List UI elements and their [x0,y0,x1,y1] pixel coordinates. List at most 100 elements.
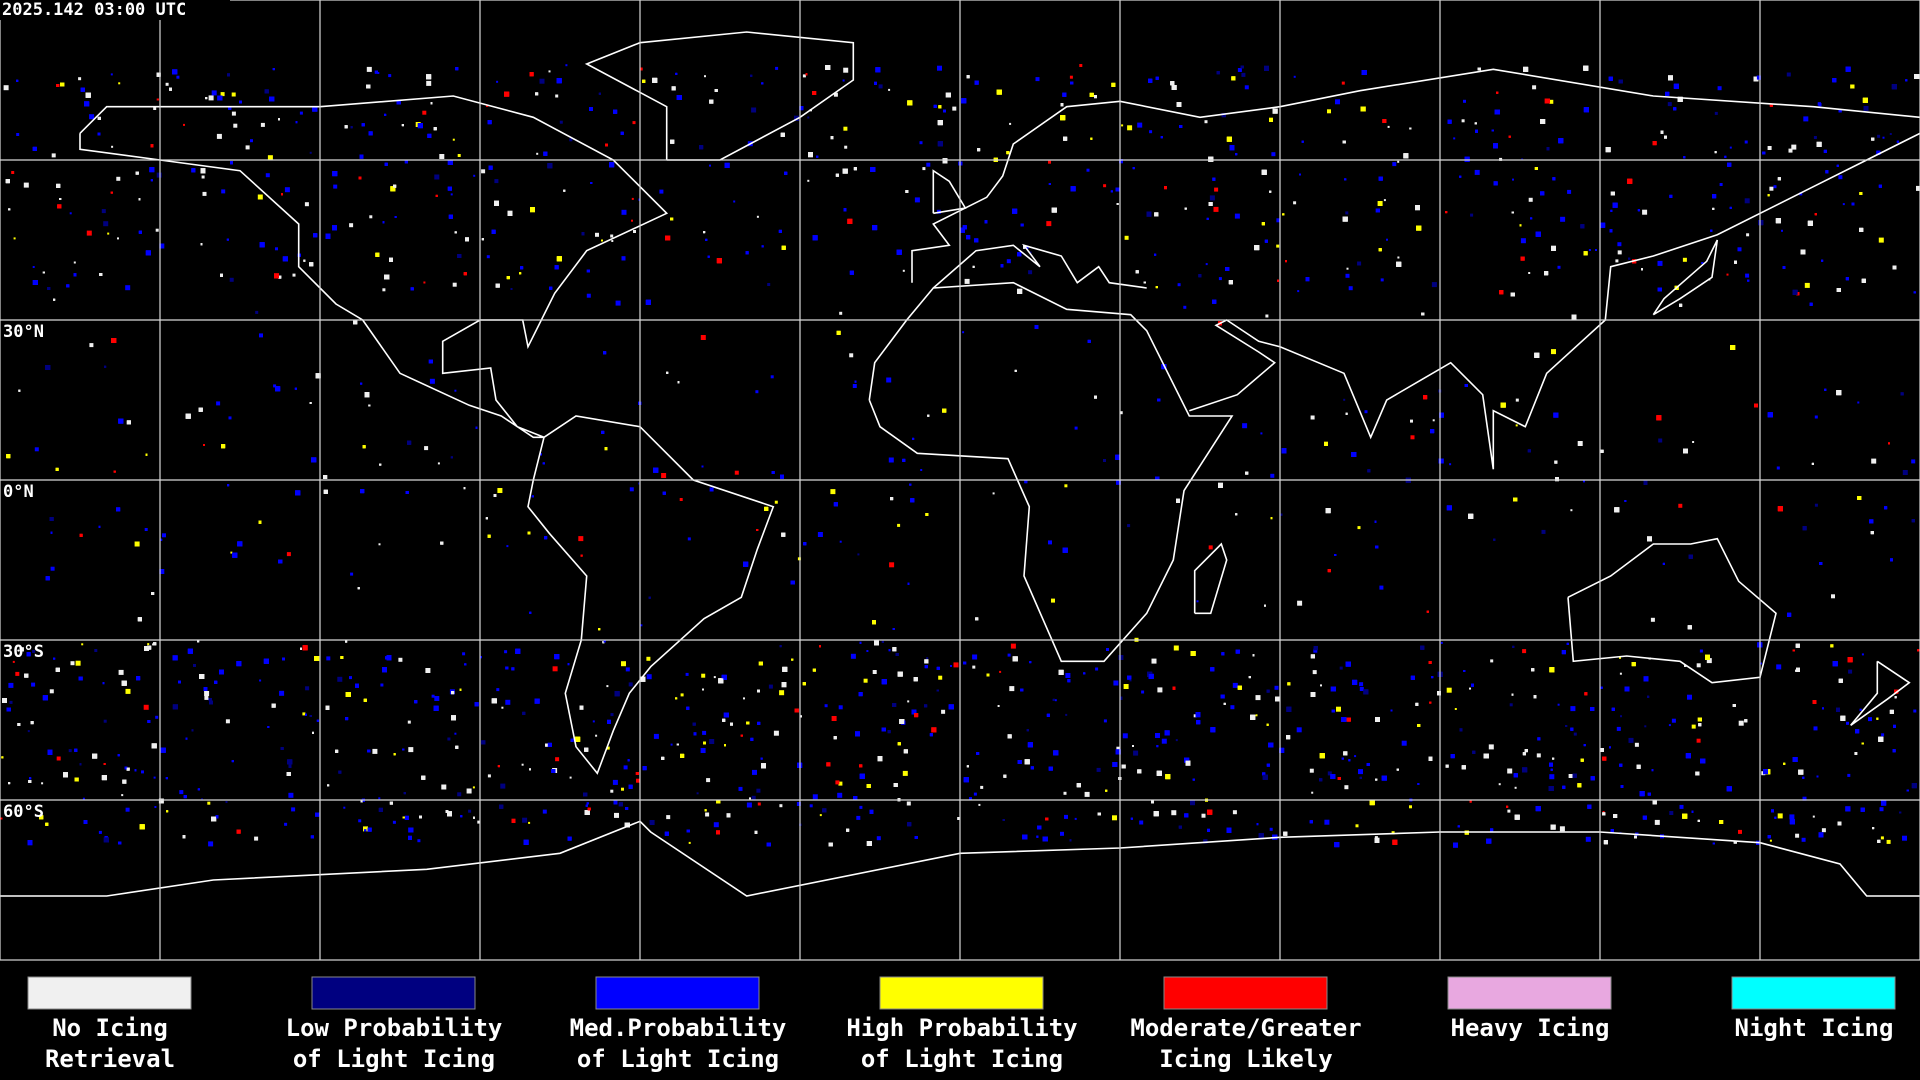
icing-pixel [220,92,225,97]
icing-pixel [1847,773,1851,777]
icing-pixel [358,819,362,823]
icing-pixel [380,683,384,687]
icing-pixel [118,82,121,85]
icing-pixel [162,533,166,538]
icing-pixel [713,676,716,679]
icing-pixel [1346,267,1349,270]
icing-pixel [1583,480,1585,483]
icing-pixel [1383,199,1386,202]
icing-pixel [1802,796,1807,801]
icing-pixel [1769,186,1774,191]
icing-pixel [1190,800,1195,806]
icing-pixel [279,690,285,696]
icing-pixel [82,797,85,800]
icing-pixel [685,672,689,676]
icing-pixel [774,500,778,504]
icing-pixel [56,756,61,761]
icing-pixel [768,684,773,689]
icing-pixel [466,788,472,794]
icing-pixel [407,720,411,724]
icing-pixel [631,219,633,222]
icing-pixel [592,720,595,723]
icing-pixel [926,162,931,167]
icing-pixel [1345,211,1349,215]
icing-pixel [659,189,664,194]
icing-pixel [941,709,946,714]
icing-pixel [1440,641,1443,644]
icing-pixel [767,283,771,286]
icing-pixel [388,74,392,78]
icing-pixel [245,145,250,150]
icing-pixel [267,155,273,161]
icing-pixel [897,523,901,527]
icing-pixel [569,138,573,142]
icing-pixel [350,572,354,576]
icing-pixel [1514,786,1517,789]
icing-pixel [611,240,614,242]
icing-pixel [392,820,396,824]
icing-pixel [378,543,381,546]
icing-pixel [1177,283,1181,287]
icing-pixel [417,839,421,843]
icing-pixel [802,74,806,78]
icing-pixel [999,670,1002,673]
icing-pixel [1060,831,1064,836]
icing-pixel [117,237,119,240]
icing-pixel [1237,68,1242,72]
icing-pixel [1658,438,1663,443]
icing-pixel [1149,130,1153,134]
icing-pixel [1880,836,1884,840]
icing-pixel [1230,705,1235,710]
icing-pixel [1009,686,1015,692]
icing-pixel [179,790,184,795]
icing-pixel [1297,290,1300,293]
icing-pixel [422,110,427,115]
icing-pixel [831,716,837,721]
icing-pixel [696,792,699,795]
icing-pixel [1255,714,1258,717]
icing-pixel [770,375,774,379]
icing-pixel [1048,160,1051,164]
icing-pixel [1657,260,1663,266]
icing-pixel [23,182,29,188]
icing-pixel [372,748,378,754]
icing-pixel [377,72,380,74]
icing-pixel [964,278,970,284]
icing-pixel [1831,594,1835,599]
icing-pixel [1776,466,1780,470]
icing-pixel [1570,509,1573,512]
icing-pixel [1737,247,1742,252]
icing-pixel [337,676,343,682]
icing-pixel [838,705,843,710]
icing-pixel [78,77,82,81]
icing-pixel [1536,753,1541,758]
icing-pixel [73,261,76,264]
icing-pixel [610,234,614,238]
icing-pixel [1377,201,1383,206]
icing-pixel [176,75,180,79]
icing-pixel [920,469,923,471]
icing-pixel [1861,653,1864,656]
icing-pixel [1668,724,1671,727]
icing-pixel [204,691,210,696]
icing-pixel [9,700,13,704]
icing-pixel [1313,648,1318,653]
icing-pixel [1474,169,1480,175]
icing-pixel [1620,785,1624,788]
icing-pixel [631,197,634,200]
icing-pixel [382,288,386,292]
icing-pixel [1619,656,1621,659]
icing-pixel [125,688,131,694]
icing-pixel [12,660,15,663]
icing-pixel [487,774,491,778]
icing-pixel [1320,684,1322,687]
icing-pixel [1799,192,1803,196]
icing-pixel [259,679,262,682]
icing-pixel [888,88,891,91]
icing-pixel [1509,703,1513,707]
icing-pixel [1615,259,1619,263]
icing-pixel [1086,168,1090,172]
icing-pixel [1879,807,1884,812]
icing-pixel [369,215,373,219]
